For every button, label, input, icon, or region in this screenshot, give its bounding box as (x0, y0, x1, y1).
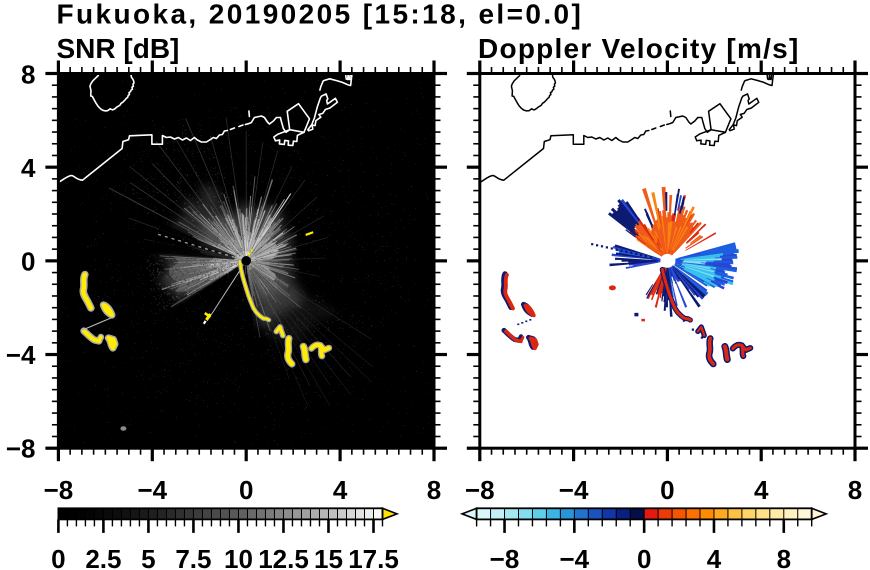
svg-text:8: 8 (848, 475, 862, 505)
svg-text:8: 8 (21, 59, 35, 89)
svg-text:8: 8 (427, 475, 441, 505)
svg-text:5: 5 (141, 544, 155, 570)
svg-text:−8: −8 (465, 475, 495, 505)
svg-text:0: 0 (51, 544, 65, 570)
svg-text:−8: −8 (6, 434, 36, 464)
svg-text:15: 15 (314, 544, 343, 570)
svg-text:12.5: 12.5 (258, 544, 309, 570)
svg-text:−4: −4 (559, 544, 589, 570)
svg-text:−4: −4 (6, 340, 36, 370)
svg-text:Fukuoka, 20190205 [15:18, el=0: Fukuoka, 20190205 [15:18, el=0.0] (57, 0, 584, 30)
svg-text:−8: −8 (490, 544, 520, 570)
svg-text:4: 4 (707, 544, 722, 570)
svg-text:−8: −8 (44, 475, 74, 505)
svg-text:8: 8 (777, 544, 791, 570)
svg-text:−4: −4 (137, 475, 167, 505)
svg-text:17.5: 17.5 (348, 544, 399, 570)
svg-text:2.5: 2.5 (85, 544, 121, 570)
svg-text:0: 0 (637, 544, 651, 570)
svg-text:−4: −4 (559, 475, 589, 505)
svg-text:0: 0 (21, 246, 35, 276)
svg-text:4: 4 (754, 475, 769, 505)
svg-text:0: 0 (239, 475, 253, 505)
svg-text:4: 4 (333, 475, 348, 505)
svg-text:0: 0 (660, 475, 674, 505)
svg-text:10: 10 (224, 544, 253, 570)
svg-text:7.5: 7.5 (175, 544, 211, 570)
svg-text:Doppler Velocity [m/s]: Doppler Velocity [m/s] (478, 33, 800, 64)
svg-text:SNR [dB]: SNR [dB] (57, 33, 180, 64)
svg-text:4: 4 (21, 153, 36, 183)
